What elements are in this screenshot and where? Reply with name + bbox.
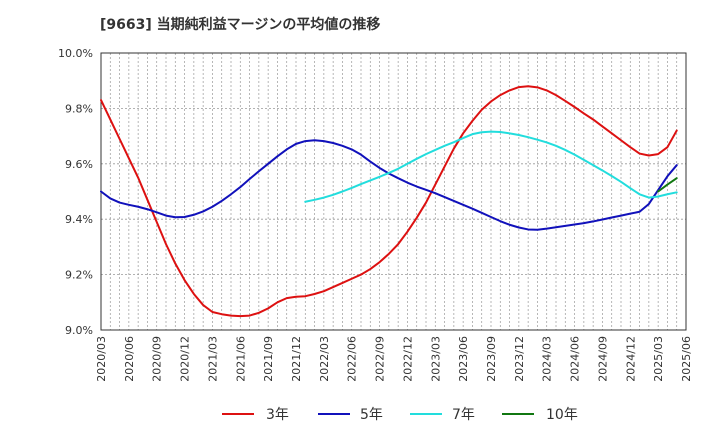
grid-layer <box>100 52 687 331</box>
x-tick-label: 2020/12 <box>179 336 192 382</box>
series-line <box>304 130 678 203</box>
y-tick-label: 9.8% <box>65 102 93 115</box>
x-tick-label: 2020/03 <box>95 336 108 382</box>
series-layer <box>100 85 678 318</box>
series-line <box>100 85 678 318</box>
y-tick-label: 9.6% <box>65 158 93 171</box>
x-tick-label: 2024/12 <box>624 336 637 382</box>
chart-title: [9663] 当期純利益マージンの平均値の推移 <box>100 17 381 33</box>
x-tick-label: 2025/03 <box>652 336 665 382</box>
y-tick-label: 9.0% <box>65 324 93 337</box>
y-tick-label: 10.0% <box>58 47 93 60</box>
x-tick-label: 2024/06 <box>569 336 582 382</box>
legend-label: 10年 <box>546 407 578 423</box>
legend-label: 5年 <box>360 407 383 423</box>
x-tick-label: 2022/06 <box>346 336 359 382</box>
y-tick-label: 9.2% <box>65 269 93 282</box>
x-tick-label: 2022/12 <box>401 336 414 382</box>
x-tick-label: 2024/09 <box>596 336 609 382</box>
x-tick-label: 2021/12 <box>290 336 303 382</box>
x-tick-label: 2021/03 <box>206 336 219 382</box>
legend: 3年 5年 7年 10年 <box>222 407 578 423</box>
plot-area <box>101 53 686 330</box>
x-tick-label: 2020/06 <box>123 336 136 382</box>
x-tick-label: 2024/03 <box>541 336 554 382</box>
x-tick-label: 2025/06 <box>680 336 693 382</box>
x-tick-label: 2022/09 <box>374 336 387 382</box>
x-tick-label: 2023/06 <box>457 336 470 382</box>
x-tick-label: 2021/09 <box>262 336 275 382</box>
x-tick-label: 2021/06 <box>234 336 247 382</box>
axis-layer: 9.0% 9.2% 9.4% 9.6% 9.8% 10.0% 2020/03 2020/06 2… <box>58 47 693 382</box>
legend-label: 3年 <box>266 407 289 423</box>
series-line <box>657 177 678 193</box>
x-tick-label: 2023/09 <box>485 336 498 382</box>
x-tick-label: 2022/03 <box>318 336 331 382</box>
x-tick-label: 2020/09 <box>151 336 164 382</box>
x-tick-label: 2023/03 <box>429 336 442 382</box>
legend-label: 7年 <box>452 407 475 423</box>
y-tick-label: 9.4% <box>65 213 93 226</box>
x-tick-label: 2023/12 <box>513 336 526 382</box>
